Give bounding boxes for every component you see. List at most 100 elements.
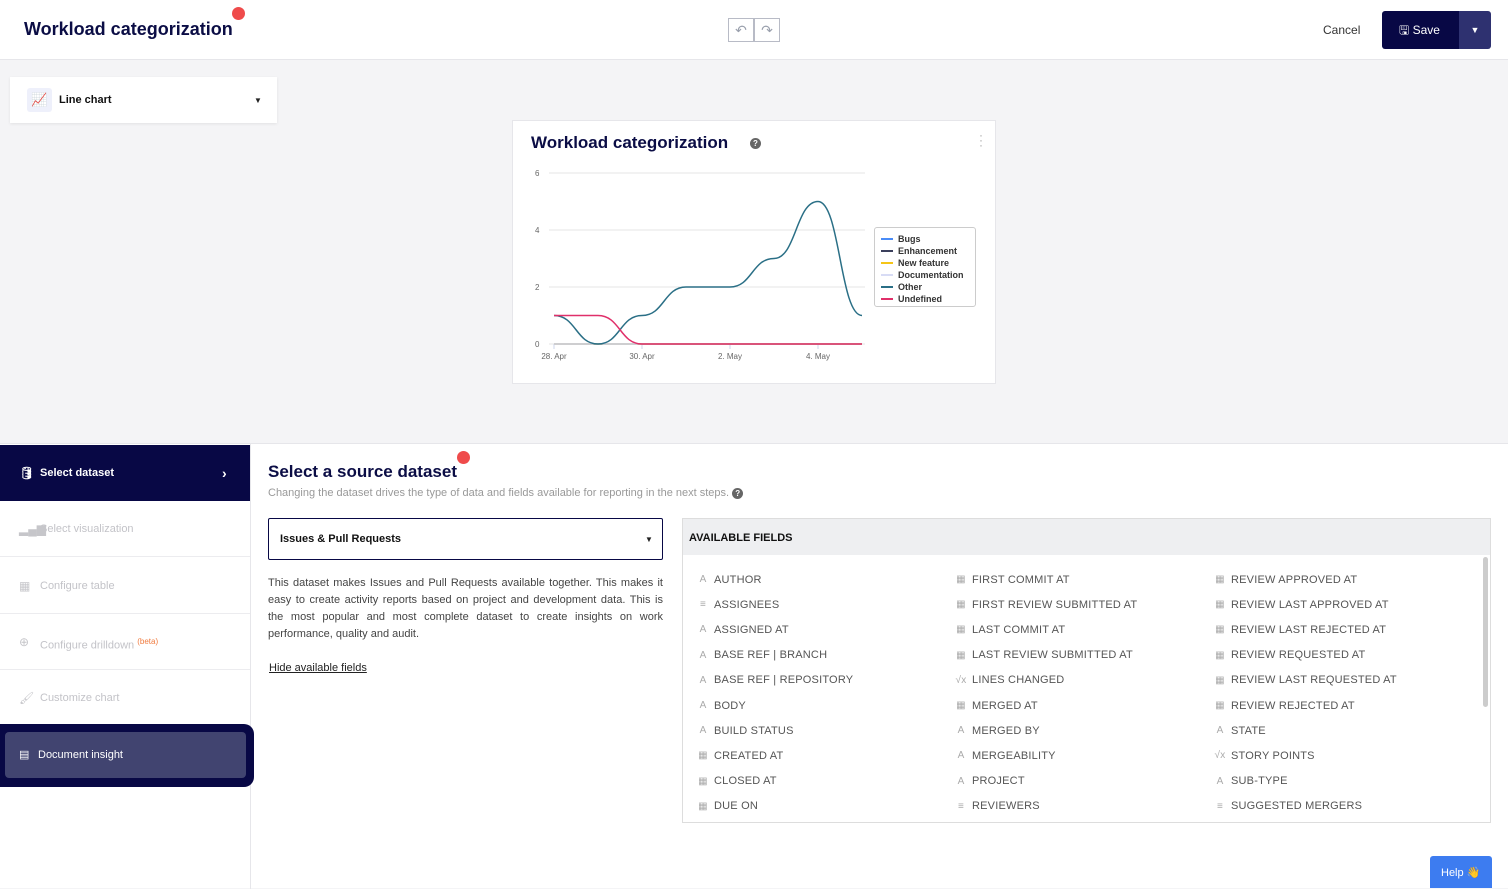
field-type-icon: A: [699, 624, 707, 636]
hide-fields-link[interactable]: Hide available fields: [269, 662, 367, 674]
help-button[interactable]: Help 👋: [1430, 856, 1492, 888]
beta-badge: (beta): [137, 637, 159, 646]
legend-item[interactable]: Documentation: [881, 269, 975, 281]
field-item[interactable]: ▦ CLOSED AT: [693, 769, 853, 794]
field-type-icon: √x: [955, 674, 967, 686]
legend-label: Documentation: [898, 270, 964, 280]
field-item[interactable]: ≡ SUGGESTED MERGERS: [1210, 794, 1397, 819]
notification-dot: [232, 7, 245, 20]
field-item[interactable]: A BODY: [693, 693, 853, 718]
available-fields-panel: AVAILABLE FIELDS A AUTHOR ≡ ASSIGNEES A ASSIG…: [682, 518, 1491, 823]
step-select-dataset[interactable]: 🛢 Select dataset ›: [0, 445, 250, 501]
field-item[interactable]: A BASE REF | BRANCH: [693, 643, 853, 668]
document-insight-button[interactable]: ▤ Document insight: [0, 724, 254, 787]
bar-chart-icon: ▂▄▆: [19, 522, 46, 536]
y-tick-label: 4: [535, 226, 540, 235]
field-type-icon: ▦: [956, 574, 966, 586]
field-item[interactable]: A PROJECT: [951, 769, 1137, 794]
undo-icon[interactable]: ↶: [728, 18, 754, 42]
legend-item[interactable]: Undefined: [881, 293, 975, 305]
field-label: STATE: [1231, 724, 1266, 737]
field-label: ASSIGNED AT: [714, 623, 789, 636]
field-item[interactable]: ▦ FIRST COMMIT AT: [951, 567, 1137, 592]
legend-label: Undefined: [898, 294, 942, 304]
step-customize-chart[interactable]: 🖌 Customize chart: [0, 670, 250, 726]
save-label: Save: [1412, 23, 1440, 37]
step-label: Customize chart: [40, 692, 120, 704]
legend-item[interactable]: Bugs: [881, 233, 975, 245]
cancel-button[interactable]: Cancel: [1323, 23, 1361, 37]
step-label: Select visualization: [40, 523, 134, 535]
line-chart-icon: 📈: [27, 88, 52, 112]
field-item[interactable]: ▦ MERGED AT: [951, 693, 1137, 718]
help-icon[interactable]: ?: [732, 488, 744, 499]
help-icon[interactable]: ?: [750, 138, 761, 149]
step-label: Select dataset: [40, 467, 114, 479]
field-label: REVIEW REJECTED AT: [1231, 699, 1355, 712]
field-item[interactable]: ▦ REVIEW LAST REJECTED AT: [1210, 617, 1397, 642]
field-item[interactable]: A BUILD STATUS: [693, 718, 853, 743]
legend-swatch: [881, 262, 893, 264]
field-item[interactable]: A STATE: [1210, 718, 1397, 743]
field-item[interactable]: A MERGED BY: [951, 718, 1137, 743]
field-item[interactable]: ▦ FIRST REVIEW SUBMITTED AT: [951, 592, 1137, 617]
field-type-icon: ▦: [698, 775, 708, 787]
legend-item[interactable]: Enhancement: [881, 245, 975, 257]
field-item[interactable]: A ASSIGNED AT: [693, 617, 853, 642]
field-label: LINES CHANGED: [972, 674, 1065, 687]
chevron-down-icon: ▼: [645, 535, 653, 544]
field-item[interactable]: ▦ REVIEW LAST REQUESTED AT: [1210, 668, 1397, 693]
step-label: Configure drilldown: [40, 639, 135, 652]
legend-label: Enhancement: [898, 246, 958, 256]
chart-legend: Bugs Enhancement New feature Documentation O…: [874, 227, 976, 307]
legend-label: Other: [898, 282, 923, 292]
field-item[interactable]: √x STORY POINTS: [1210, 743, 1397, 768]
legend-item[interactable]: New feature: [881, 257, 975, 269]
step-configure-drilldown[interactable]: ⊕ Configure drilldown (beta): [0, 614, 250, 670]
field-item[interactable]: ▦ REVIEW APPROVED AT: [1210, 567, 1397, 592]
field-label: FIRST REVIEW SUBMITTED AT: [972, 598, 1138, 611]
field-item[interactable]: ▦ REVIEW REJECTED AT: [1210, 693, 1397, 718]
field-item[interactable]: ▦ LAST COMMIT AT: [951, 617, 1137, 642]
field-label: REVIEW LAST REQUESTED AT: [1231, 674, 1397, 687]
y-tick-label: 6: [535, 169, 540, 178]
more-options-icon[interactable]: · · ·: [979, 128, 983, 152]
field-item[interactable]: A MERGEABILITY: [951, 743, 1137, 768]
field-label: FIRST COMMIT AT: [972, 573, 1070, 586]
field-label: MERGED BY: [972, 724, 1040, 737]
field-type-icon: √x: [1214, 750, 1226, 762]
field-label: REVIEWERS: [972, 800, 1040, 813]
field-item[interactable]: ▦ DUE ON: [693, 794, 853, 819]
step-configure-table[interactable]: ▦ Configure table: [0, 558, 250, 614]
save-options-dropdown[interactable]: ▼: [1459, 11, 1491, 49]
field-item[interactable]: ≡ REVIEWERS: [951, 794, 1137, 819]
field-item[interactable]: ▦ CREATED AT: [693, 743, 853, 768]
field-type-icon: ▦: [1215, 674, 1225, 686]
field-item[interactable]: A SUB-TYPE: [1210, 769, 1397, 794]
save-icon: 🖫: [1399, 23, 1413, 37]
field-item[interactable]: A BASE REF | REPOSITORY: [693, 668, 854, 693]
step-select-visualization[interactable]: ▂▄▆ Select visualization: [0, 501, 250, 557]
scrollbar[interactable]: [1483, 557, 1488, 707]
field-label: LAST COMMIT AT: [972, 623, 1066, 636]
field-item[interactable]: A AUTHOR: [693, 567, 853, 592]
field-item[interactable]: ▦ REVIEW REQUESTED AT: [1210, 643, 1397, 668]
dataset-select[interactable]: Issues & Pull Requests ▼: [268, 518, 663, 560]
chart-type-select[interactable]: 📈 Line chart ▼: [10, 77, 277, 123]
save-button[interactable]: 🖫 Save: [1382, 11, 1459, 49]
redo-icon[interactable]: ↷: [754, 18, 780, 42]
field-item[interactable]: ▦ REVIEW LAST APPROVED AT: [1210, 592, 1397, 617]
field-item[interactable]: ▦ LAST REVIEW SUBMITTED AT: [951, 643, 1137, 668]
top-bar: Workload categorization ↶ ↷ Cancel 🖫 Sav…: [0, 0, 1508, 60]
legend-item[interactable]: Other: [881, 281, 975, 293]
legend-swatch: [881, 274, 893, 276]
field-type-icon: A: [699, 725, 707, 737]
dataset-description: This dataset makes Issues and Pull Reque…: [268, 577, 663, 640]
fields-column: ▦ REVIEW APPROVED AT ▦ REVIEW LAST APPROVED…: [1210, 567, 1397, 819]
document-insight-label: Document insight: [38, 749, 123, 761]
legend-label: New feature: [898, 258, 950, 268]
field-label: SUB-TYPE: [1231, 775, 1288, 788]
field-type-icon: A: [957, 725, 965, 737]
field-item[interactable]: ≡ ASSIGNEES: [693, 592, 853, 617]
field-item[interactable]: √x LINES CHANGED: [951, 668, 1137, 693]
